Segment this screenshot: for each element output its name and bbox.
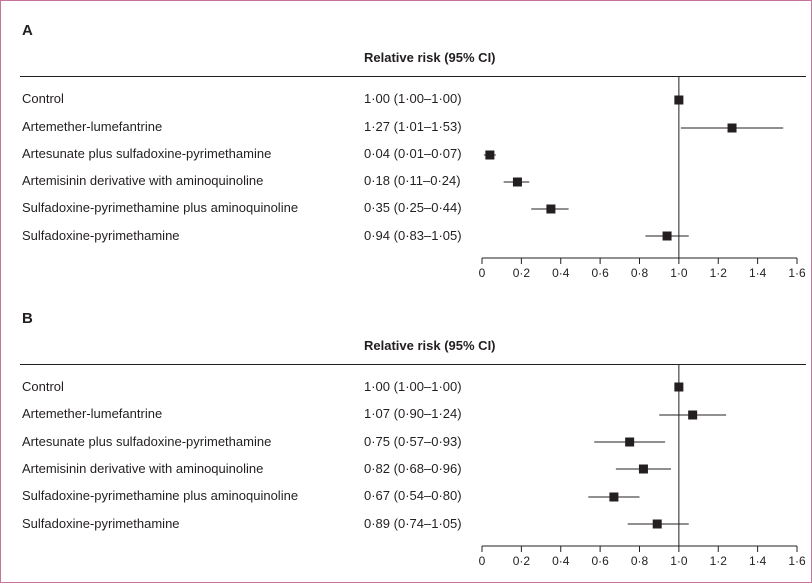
point-estimate-marker: [662, 231, 672, 241]
x-tick-label: 0: [479, 266, 486, 280]
row-label: Sulfadoxine-pyrimethamine: [22, 516, 180, 531]
point-estimate-marker: [512, 177, 522, 187]
point-estimate-marker: [674, 95, 684, 105]
row-value: 1·00 (1·00–1·00): [364, 91, 462, 106]
x-tick-label: 1·2: [710, 266, 728, 280]
x-tick-label: 1·0: [670, 266, 688, 280]
row-value: 0·67 (0·54–0·80): [364, 488, 462, 503]
row-label: Artesunate plus sulfadoxine-pyrimethamin…: [22, 146, 272, 161]
point-estimate-marker: [688, 410, 698, 420]
x-tick-label: 0·8: [631, 266, 649, 280]
point-estimate-marker: [485, 150, 495, 160]
x-tick-label: 0·6: [591, 266, 609, 280]
row-value: 1·07 (0·90–1·24): [364, 406, 462, 421]
point-estimate-marker: [674, 382, 684, 392]
row-value: 0·35 (0·25–0·44): [364, 200, 462, 215]
header-rule: [20, 364, 806, 365]
panel-label: B: [22, 310, 33, 327]
column-header: Relative risk (95% CI): [364, 338, 496, 353]
row-label: Artesunate plus sulfadoxine-pyrimethamin…: [22, 434, 272, 449]
row-label: Sulfadoxine-pyrimethamine: [22, 228, 180, 243]
row-label: Artemisinin derivative with aminoquinoli…: [22, 461, 264, 476]
row-label: Control: [22, 379, 64, 394]
x-tick-label: 1·4: [749, 554, 767, 568]
point-estimate-marker: [638, 464, 648, 474]
row-value: 0·94 (0·83–1·05): [364, 228, 462, 243]
row-label: Sulfadoxine-pyrimethamine plus aminoquin…: [22, 488, 299, 503]
x-tick-label: 1·2: [710, 554, 728, 568]
x-tick-label: 0·2: [513, 554, 531, 568]
x-tick-label: 1·0: [670, 554, 688, 568]
row-value: 1·27 (1·01–1·53): [364, 119, 462, 134]
x-tick-label: 0·4: [552, 266, 570, 280]
point-estimate-marker: [652, 519, 662, 529]
row-value: 0·18 (0·11–0·24): [364, 173, 461, 188]
point-estimate-marker: [727, 123, 737, 133]
x-tick-label: 1·4: [749, 266, 767, 280]
x-tick-label: 0·2: [513, 266, 531, 280]
x-tick-label: 1·6: [788, 266, 806, 280]
point-estimate-marker: [609, 492, 619, 502]
row-value: 0·89 (0·74–1·05): [364, 516, 462, 531]
point-estimate-marker: [625, 437, 635, 447]
x-tick-label: 0·6: [591, 554, 609, 568]
header-rule: [20, 76, 806, 77]
row-label: Artemether-lumefantrine: [22, 119, 163, 134]
row-value: 0·75 (0·57–0·93): [364, 434, 462, 449]
row-label: Artemether-lumefantrine: [22, 406, 163, 421]
row-label: Control: [22, 91, 64, 106]
x-tick-label: 1·6: [788, 554, 806, 568]
point-estimate-marker: [546, 204, 556, 214]
panel-label: A: [22, 22, 33, 39]
row-value: 0·82 (0·68–0·96): [364, 461, 462, 476]
row-value: 0·04 (0·01–0·07): [364, 146, 462, 161]
column-header: Relative risk (95% CI): [364, 50, 496, 65]
x-tick-label: 0·8: [631, 554, 649, 568]
row-label: Sulfadoxine-pyrimethamine plus aminoquin…: [22, 200, 299, 215]
x-tick-label: 0·4: [552, 554, 570, 568]
row-value: 1·00 (1·00–1·00): [364, 379, 462, 394]
row-label: Artemisinin derivative with aminoquinoli…: [22, 173, 264, 188]
x-tick-label: 0: [479, 554, 486, 568]
